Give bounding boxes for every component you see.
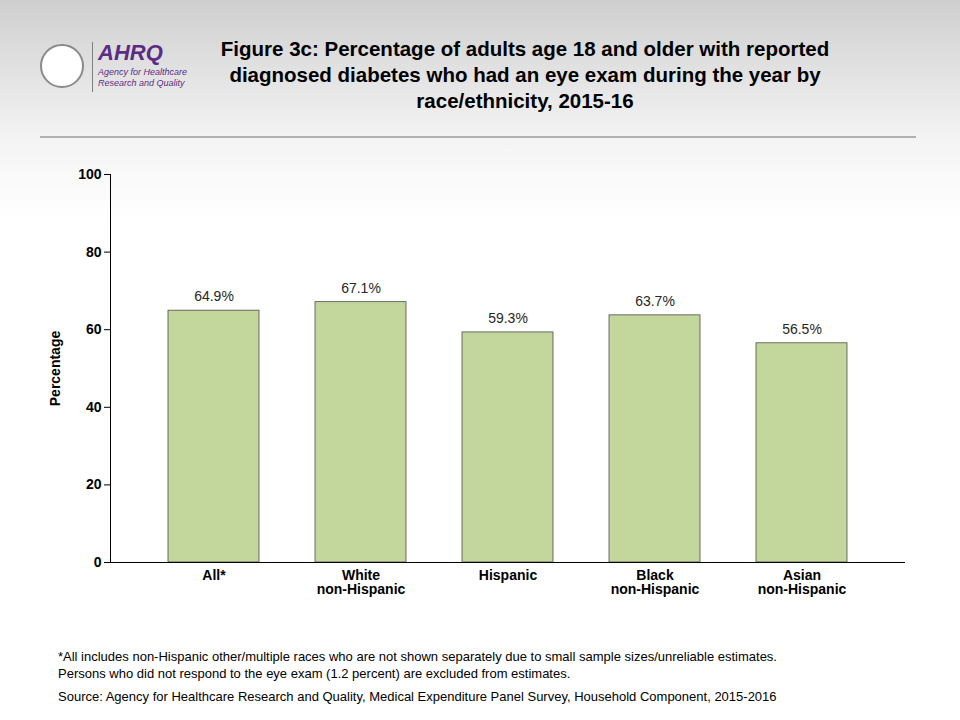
svg-text:56.5%: 56.5%	[782, 321, 822, 337]
svg-text:100: 100	[78, 166, 102, 182]
svg-text:40: 40	[86, 399, 102, 415]
html-text:Agency for Healthcare Research: Agency for Healthcare Research and Quali…	[98, 67, 187, 88]
svg-text:80: 80	[86, 244, 102, 260]
svg-text:Whitenon-Hispanic: Whitenon-Hispanic	[317, 567, 406, 597]
html-text:Source: Agency for Healthcare: Source: Agency for Healthcare Research a…	[58, 689, 777, 704]
svg-text:Asiannon-Hispanic: Asiannon-Hispanic	[758, 567, 847, 597]
svg-text:64.9%: 64.9%	[194, 288, 234, 304]
svg-text:Blacknon-Hispanic: Blacknon-Hispanic	[611, 567, 700, 597]
svg-text:Hispanic: Hispanic	[479, 567, 538, 583]
svg-text:All*: All*	[202, 567, 226, 583]
svg-text:63.7%: 63.7%	[635, 293, 675, 309]
svg-text:60: 60	[86, 321, 102, 337]
html-text:Figure 3c: Percentage of adult: Figure 3c: Percentage of adults age 18 a…	[220, 37, 830, 112]
html-text:AHRQ: AHRQ	[98, 40, 163, 65]
svg-text:Percentage: Percentage	[47, 331, 63, 407]
svg-text:20: 20	[86, 476, 102, 492]
html-text:*All includes non-Hispanic oth: *All includes non-Hispanic other/multipl…	[58, 649, 777, 664]
svg-text:0: 0	[94, 554, 102, 570]
html-text:Persons who did not respond to: Persons who did not respond to the eye e…	[58, 666, 571, 681]
svg-text:59.3%: 59.3%	[488, 310, 528, 326]
svg-text:67.1%: 67.1%	[341, 280, 381, 296]
